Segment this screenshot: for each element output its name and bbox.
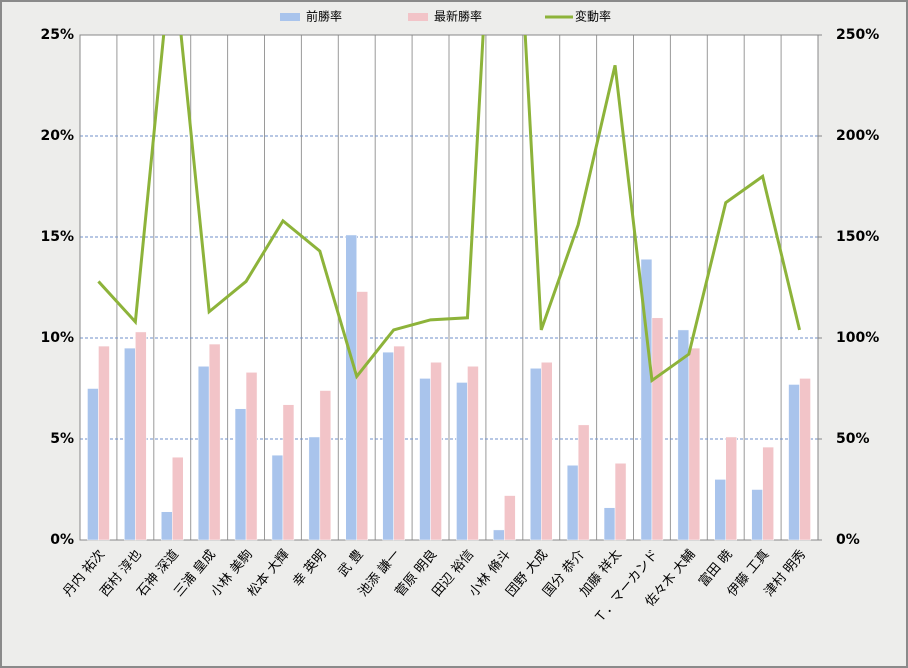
y-tick-label: 15% [40,229,74,245]
bar [98,345,110,541]
bar [577,424,590,541]
bar [419,378,431,541]
bar [541,361,553,541]
bar [393,345,405,541]
plot-border [79,34,819,541]
bar [356,291,368,541]
bar [714,479,726,541]
bar [788,384,800,541]
y-tick-label: 10% [40,330,74,346]
y-tick-label: 25% [40,27,74,43]
bar [603,507,616,541]
bar [688,347,701,541]
bar [124,347,136,541]
bar [467,366,479,541]
y-tick-label: 0% [50,532,74,548]
bar [614,462,627,541]
legend-label: 前勝率 [306,9,342,24]
bar [799,378,811,541]
bar [382,351,394,541]
legend-label: 最新勝率 [434,9,482,24]
bar [530,368,542,541]
bar [282,404,295,541]
bar [161,511,173,541]
y2-tick-label: 250% [836,27,879,43]
legend-swatch [408,13,428,21]
bar [135,331,147,541]
y2-tick-label: 50% [836,431,870,447]
bar [234,408,247,541]
legend-swatch [280,13,300,21]
line-series [97,35,802,384]
bar [208,343,221,541]
bar [504,495,516,541]
y-tick-label: 20% [40,128,74,144]
bar [751,489,763,541]
y2-tick-label: 100% [836,330,879,346]
legend-label: 変動率 [575,9,611,24]
bar [319,390,332,541]
bar [493,529,505,541]
bar [245,372,258,541]
bar [566,465,579,541]
bar [345,234,357,541]
bar [197,366,210,541]
bar [271,454,284,541]
y2-tick-label: 200% [836,128,879,144]
bar [725,436,737,541]
bar [308,436,321,541]
bar [762,446,774,541]
bar [172,456,184,541]
bar [651,317,664,541]
y2-tick-label: 0% [836,532,860,548]
bar [87,388,99,541]
y2-tick-label: 150% [836,229,879,245]
y-tick-label: 5% [50,431,74,447]
bar [430,361,442,541]
bar [456,382,468,541]
